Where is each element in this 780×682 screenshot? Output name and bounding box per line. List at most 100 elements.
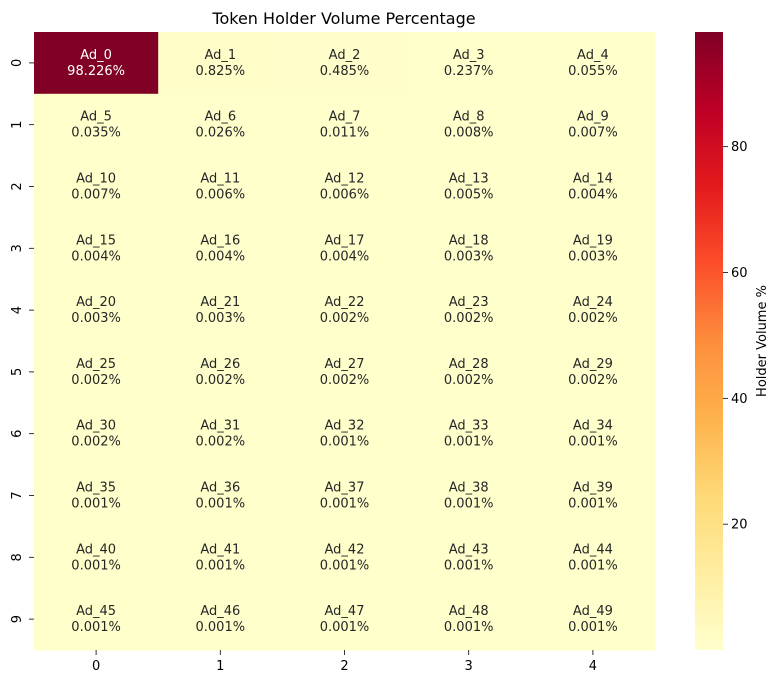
cell-name-label: Ad_24 bbox=[573, 295, 613, 310]
heatmap-cell bbox=[158, 155, 283, 218]
cell-name-label: Ad_14 bbox=[573, 172, 613, 187]
cell-name-label: Ad_26 bbox=[200, 357, 240, 372]
heatmap-cell bbox=[530, 526, 656, 589]
heatmap-cell bbox=[34, 588, 159, 651]
y-tick-label: 4 bbox=[10, 306, 25, 314]
colorbar-tick-label: 40 bbox=[731, 392, 748, 407]
cell-value-label: 0.001% bbox=[444, 620, 494, 635]
cell-value-label: 0.002% bbox=[444, 311, 494, 326]
colorbar-gradient bbox=[695, 32, 723, 650]
colorbar-ticks: 20 40 60 80 bbox=[723, 140, 748, 533]
cell-name-label: Ad_29 bbox=[573, 357, 613, 372]
cell-name-label: Ad_3 bbox=[453, 48, 485, 63]
cell-value-label: 0.007% bbox=[71, 188, 121, 203]
y-axis: 0 1 2 3 4 5 6 7 8 9 bbox=[10, 59, 34, 623]
heatmap-cell bbox=[406, 279, 532, 342]
cell-value-label: 0.002% bbox=[71, 373, 121, 388]
cell-value-label: 0.001% bbox=[196, 558, 246, 573]
heatmap-cell bbox=[530, 402, 656, 466]
x-tick-label: 0 bbox=[92, 659, 100, 674]
cell-value-label: 0.001% bbox=[71, 497, 121, 512]
heatmap-cell bbox=[158, 402, 283, 466]
colorbar-tick-label: 20 bbox=[731, 518, 748, 533]
heatmap-cell bbox=[34, 217, 159, 280]
y-tick-label: 7 bbox=[10, 491, 25, 499]
heatmap-cell bbox=[282, 93, 408, 157]
cell-value-label: 0.001% bbox=[196, 620, 246, 635]
y-tick-label: 0 bbox=[10, 59, 25, 67]
heatmap-cell bbox=[406, 588, 532, 651]
colorbar-tick-label: 80 bbox=[731, 140, 748, 155]
cell-value-label: 0.001% bbox=[320, 558, 370, 573]
cell-name-label: Ad_42 bbox=[325, 542, 365, 557]
cell-value-label: 0.003% bbox=[444, 249, 494, 264]
cell-value-label: 0.002% bbox=[71, 435, 121, 450]
heatmap-cell bbox=[530, 93, 656, 157]
heatmap-cell bbox=[158, 217, 283, 280]
heatmap-cell bbox=[406, 93, 532, 157]
cell-value-label: 0.002% bbox=[444, 373, 494, 388]
cell-name-label: Ad_27 bbox=[325, 357, 365, 372]
heatmap-cell bbox=[158, 341, 283, 404]
cell-value-label: 0.002% bbox=[196, 435, 246, 450]
cell-value-label: 0.001% bbox=[320, 435, 370, 450]
cell-value-label: 0.005% bbox=[444, 188, 494, 203]
colorbar: 20 40 60 80 Holder Volume % bbox=[695, 32, 770, 650]
cell-name-label: Ad_5 bbox=[80, 110, 112, 125]
cell-value-label: 0.001% bbox=[444, 558, 494, 573]
cell-value-label: 0.007% bbox=[568, 126, 618, 141]
cell-name-label: Ad_21 bbox=[200, 295, 240, 310]
heatmap-cell bbox=[282, 526, 408, 589]
heatmap-cell bbox=[158, 526, 283, 589]
cell-name-label: Ad_31 bbox=[200, 419, 240, 434]
heatmap-cell bbox=[530, 155, 656, 218]
heatmap-cell bbox=[34, 526, 159, 589]
heatmap-cell bbox=[282, 32, 408, 95]
cell-name-label: Ad_15 bbox=[76, 233, 116, 248]
cell-name-label: Ad_19 bbox=[573, 233, 613, 248]
heatmap-cell bbox=[34, 155, 159, 218]
cell-name-label: Ad_9 bbox=[577, 110, 609, 125]
heatmap-cell bbox=[282, 217, 408, 280]
cell-value-label: 0.001% bbox=[568, 497, 618, 512]
cell-name-label: Ad_8 bbox=[453, 110, 485, 125]
cell-name-label: Ad_2 bbox=[329, 48, 361, 63]
cell-value-label: 0.001% bbox=[568, 435, 618, 450]
cell-value-label: 0.002% bbox=[568, 373, 618, 388]
heatmap-cell bbox=[34, 32, 159, 95]
cell-name-label: Ad_13 bbox=[449, 172, 489, 187]
cell-name-label: Ad_41 bbox=[200, 542, 240, 557]
cell-name-label: Ad_6 bbox=[204, 110, 236, 125]
cell-value-label: 0.001% bbox=[444, 435, 494, 450]
y-tick-label: 5 bbox=[10, 368, 25, 376]
cell-name-label: Ad_18 bbox=[449, 233, 489, 248]
cell-value-label: 0.003% bbox=[568, 249, 618, 264]
cell-name-label: Ad_47 bbox=[325, 604, 365, 619]
cell-value-label: 0.008% bbox=[444, 126, 494, 141]
cell-value-label: 0.003% bbox=[196, 311, 246, 326]
y-tick-label: 9 bbox=[10, 615, 25, 623]
heatmap-cell bbox=[530, 341, 656, 404]
cell-name-label: Ad_20 bbox=[76, 295, 116, 310]
heatmap-cell bbox=[282, 341, 408, 404]
cell-name-label: Ad_10 bbox=[76, 172, 116, 187]
cell-value-label: 0.011% bbox=[320, 126, 370, 141]
cell-name-label: Ad_32 bbox=[325, 419, 365, 434]
cell-value-label: 0.001% bbox=[320, 620, 370, 635]
cell-name-label: Ad_17 bbox=[325, 233, 365, 248]
colorbar-label: Holder Volume % bbox=[755, 285, 770, 397]
cell-name-label: Ad_45 bbox=[76, 604, 116, 619]
x-axis: 0 1 2 3 4 bbox=[92, 650, 597, 674]
heatmap-cell bbox=[406, 464, 532, 527]
x-tick-label: 1 bbox=[216, 659, 224, 674]
cell-value-label: 0.237% bbox=[444, 64, 494, 79]
cell-value-label: 98.226% bbox=[67, 64, 125, 79]
cell-name-label: Ad_22 bbox=[325, 295, 365, 310]
x-tick-label: 4 bbox=[589, 659, 597, 674]
heatmap-cell bbox=[406, 32, 532, 95]
heatmap-cell bbox=[406, 526, 532, 589]
cell-value-label: 0.001% bbox=[320, 497, 370, 512]
cell-name-label: Ad_49 bbox=[573, 604, 613, 619]
cell-name-label: Ad_4 bbox=[577, 48, 609, 63]
